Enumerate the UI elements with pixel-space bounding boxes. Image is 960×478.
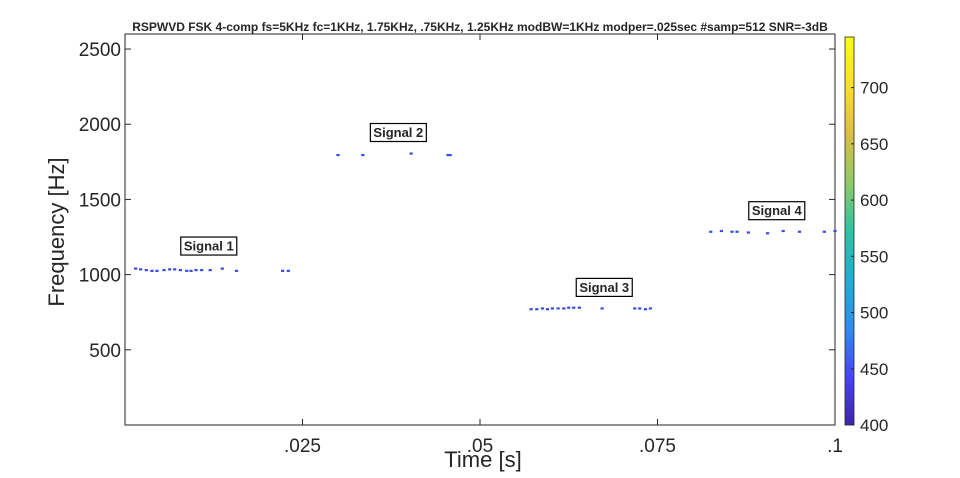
data-point-signal-3 [567,306,571,309]
data-point-signal-1 [208,269,212,272]
data-point-signal-1 [286,269,290,272]
y-tick-label: 2000 [79,115,121,136]
data-point-signal-4 [797,230,802,233]
data-point-signal-3 [572,306,576,309]
colorbar [844,36,855,426]
annotation-label: Signal 3 [579,280,629,295]
data-point-signal-3 [535,308,539,311]
chart-title: RSPWVD FSK 4-comp fs=5KHz fc=1KHz, 1.75K… [132,20,828,34]
data-point-signal-3 [633,307,637,310]
data-point-signal-1 [200,269,204,272]
data-point-signal-4 [730,230,734,233]
signal-annotations: Signal 1 Signal 2 Signal 3 Signal 4 [180,122,806,297]
colorbar-ticks: 400 450 500 550 600 650 700 [851,79,888,435]
colorbar-tick-label: 550 [860,247,888,266]
colorbar-tick-label: 600 [860,191,888,210]
data-point-signal-4 [719,229,723,233]
colorbar-tick-label: 500 [860,304,888,323]
data-point-signal-4 [709,230,713,233]
annotation-box [575,277,633,297]
data-point-signal-1 [281,269,285,272]
x-tick-label: .025 [284,436,321,457]
data-point-signal-2 [336,153,340,157]
annotation-box [748,201,806,221]
data-point-signal-4 [833,229,837,233]
data-point-signal-1 [134,267,138,270]
data-point-signal-4 [781,229,785,233]
data-point-signal-3 [648,307,652,310]
x-tick-label: .1 [827,436,843,457]
x-tick-label: .05 [467,436,493,457]
y-tick-label: 500 [89,341,121,362]
colorbar-tick-label: 450 [860,360,888,379]
y-axis: 500 1000 1500 2000 2500 [79,40,835,362]
data-point-signal-3 [577,306,581,309]
data-point-signal-3 [638,307,642,310]
data-point-signal-1 [139,268,143,271]
data-point-signal-2 [446,153,450,157]
data-point-signal-1 [178,269,182,272]
y-axis-label: Frequency [Hz] [44,157,69,306]
colorbar-tick-label: 650 [860,135,888,154]
data-point-signal-1 [144,269,148,272]
data-point-signal-3 [545,308,550,311]
plot-area [124,33,836,426]
y-tick-label: 1000 [79,266,121,287]
annotation-label: Signal 4 [752,203,803,218]
data-point-signal-2 [361,153,365,157]
data-point-signal-1 [173,268,177,271]
data-point-signal-3 [540,307,545,310]
annotation-label: Signal 2 [373,125,423,140]
data-point-signal-3 [643,308,648,311]
x-tick-label: .075 [639,436,676,457]
data-point-signal-2 [409,152,413,155]
y-tick-label: 2500 [79,40,121,61]
data-point-signal-4 [746,231,750,234]
data-point-signal-4 [735,230,739,233]
data-point-signal-4 [822,230,826,233]
annotation-box [180,236,238,256]
data-point-signal-3 [600,307,604,310]
colorbar-tick-label: 700 [860,79,888,98]
data-points [134,152,837,311]
data-point-signal-3 [562,307,566,310]
y-tick-label: 1500 [79,190,121,211]
annotation-box [369,122,427,143]
x-axis-label: Time [s] [444,447,521,472]
data-point-signal-1 [185,269,189,272]
data-point-signal-2 [448,153,452,157]
data-point-signal-3 [556,307,560,310]
data-point-signal-1 [194,269,198,272]
x-axis: .025 .05 .075 .1 [284,34,843,457]
annotation-label: Signal 1 [184,239,234,254]
data-point-signal-1 [150,269,154,272]
colorbar-tick-label: 400 [860,416,888,435]
data-point-signal-1 [168,268,172,271]
data-point-signal-1 [162,269,166,272]
data-point-signal-4 [765,232,770,235]
data-point-signal-1 [220,267,224,270]
data-point-signal-1 [189,269,193,272]
data-point-signal-3 [550,307,555,310]
data-point-signal-3 [529,308,533,311]
data-point-signal-1 [234,269,239,272]
data-point-signal-1 [155,269,159,272]
